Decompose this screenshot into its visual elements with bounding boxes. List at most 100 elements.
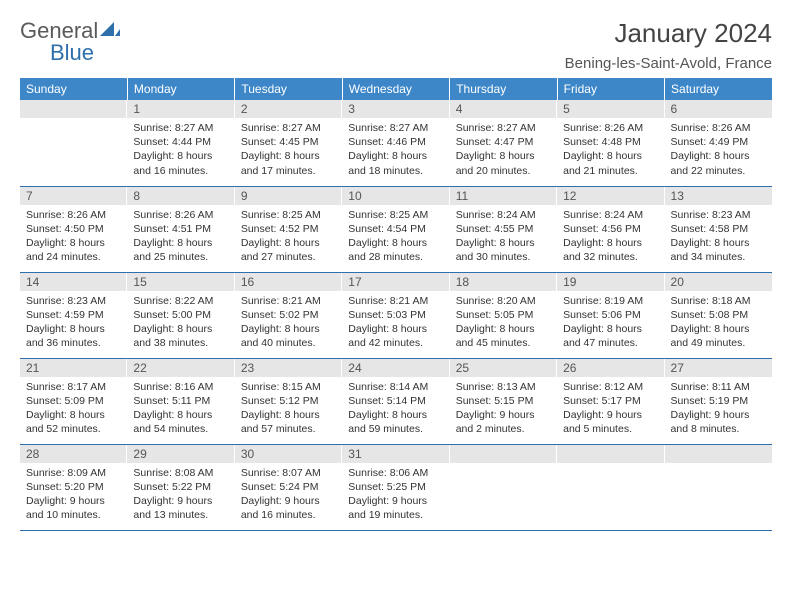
daylight-text: Daylight: 8 hours and 57 minutes. (241, 408, 336, 436)
sunrise-text: Sunrise: 8:26 AM (133, 208, 228, 222)
calendar-day-cell: 12Sunrise: 8:24 AMSunset: 4:56 PMDayligh… (557, 186, 664, 272)
daylight-text: Daylight: 8 hours and 40 minutes. (241, 322, 336, 350)
sunrise-text: Sunrise: 8:07 AM (241, 466, 336, 480)
sunset-text: Sunset: 5:24 PM (241, 480, 336, 494)
sunrise-text: Sunrise: 8:09 AM (26, 466, 121, 480)
weekday-header: Monday (127, 78, 234, 100)
calendar-day-cell: 21Sunrise: 8:17 AMSunset: 5:09 PMDayligh… (20, 358, 127, 444)
sunset-text: Sunset: 5:14 PM (348, 394, 443, 408)
sunset-text: Sunset: 5:19 PM (671, 394, 766, 408)
daylight-text: Daylight: 8 hours and 20 minutes. (456, 149, 551, 177)
sunset-text: Sunset: 5:03 PM (348, 308, 443, 322)
day-details: Sunrise: 8:25 AMSunset: 4:54 PMDaylight:… (342, 205, 449, 269)
day-details: Sunrise: 8:26 AMSunset: 4:48 PMDaylight:… (557, 118, 664, 182)
day-details: Sunrise: 8:19 AMSunset: 5:06 PMDaylight:… (557, 291, 664, 355)
day-details: Sunrise: 8:26 AMSunset: 4:49 PMDaylight:… (665, 118, 772, 182)
day-number: 2 (235, 100, 342, 118)
day-number: 11 (450, 187, 557, 205)
calendar-day-cell: 9Sunrise: 8:25 AMSunset: 4:52 PMDaylight… (235, 186, 342, 272)
day-details: Sunrise: 8:06 AMSunset: 5:25 PMDaylight:… (342, 463, 449, 527)
day-number: 31 (342, 445, 449, 463)
day-details: Sunrise: 8:18 AMSunset: 5:08 PMDaylight:… (665, 291, 772, 355)
calendar-day-cell (665, 444, 772, 530)
day-number: 13 (665, 187, 772, 205)
sunset-text: Sunset: 5:17 PM (563, 394, 658, 408)
calendar-day-cell: 5Sunrise: 8:26 AMSunset: 4:48 PMDaylight… (557, 100, 664, 186)
calendar-week-row: 28Sunrise: 8:09 AMSunset: 5:20 PMDayligh… (20, 444, 772, 530)
sunset-text: Sunset: 4:49 PM (671, 135, 766, 149)
sunset-text: Sunset: 5:08 PM (671, 308, 766, 322)
sunset-text: Sunset: 4:58 PM (671, 222, 766, 236)
sunset-text: Sunset: 4:59 PM (26, 308, 121, 322)
sunset-text: Sunset: 4:51 PM (133, 222, 228, 236)
calendar-day-cell: 6Sunrise: 8:26 AMSunset: 4:49 PMDaylight… (665, 100, 772, 186)
daylight-text: Daylight: 8 hours and 47 minutes. (563, 322, 658, 350)
day-number: 16 (235, 273, 342, 291)
sunset-text: Sunset: 4:56 PM (563, 222, 658, 236)
calendar-day-cell: 18Sunrise: 8:20 AMSunset: 5:05 PMDayligh… (450, 272, 557, 358)
calendar-day-cell: 17Sunrise: 8:21 AMSunset: 5:03 PMDayligh… (342, 272, 449, 358)
daylight-text: Daylight: 9 hours and 5 minutes. (563, 408, 658, 436)
sunset-text: Sunset: 5:02 PM (241, 308, 336, 322)
day-details: Sunrise: 8:26 AMSunset: 4:51 PMDaylight:… (127, 205, 234, 269)
daylight-text: Daylight: 8 hours and 59 minutes. (348, 408, 443, 436)
day-number: 14 (20, 273, 127, 291)
sunrise-text: Sunrise: 8:25 AM (241, 208, 336, 222)
calendar-day-cell: 31Sunrise: 8:06 AMSunset: 5:25 PMDayligh… (342, 444, 449, 530)
day-details: Sunrise: 8:07 AMSunset: 5:24 PMDaylight:… (235, 463, 342, 527)
sunrise-text: Sunrise: 8:24 AM (456, 208, 551, 222)
calendar-day-cell: 4Sunrise: 8:27 AMSunset: 4:47 PMDaylight… (450, 100, 557, 186)
sunrise-text: Sunrise: 8:26 AM (671, 121, 766, 135)
sunrise-text: Sunrise: 8:21 AM (241, 294, 336, 308)
sunrise-text: Sunrise: 8:16 AM (133, 380, 228, 394)
calendar-day-cell: 14Sunrise: 8:23 AMSunset: 4:59 PMDayligh… (20, 272, 127, 358)
sunrise-text: Sunrise: 8:19 AM (563, 294, 658, 308)
sunset-text: Sunset: 4:50 PM (26, 222, 121, 236)
day-details: Sunrise: 8:21 AMSunset: 5:02 PMDaylight:… (235, 291, 342, 355)
sunrise-text: Sunrise: 8:23 AM (671, 208, 766, 222)
calendar-week-row: 1Sunrise: 8:27 AMSunset: 4:44 PMDaylight… (20, 100, 772, 186)
day-details: Sunrise: 8:22 AMSunset: 5:00 PMDaylight:… (127, 291, 234, 355)
day-number: 21 (20, 359, 127, 377)
daylight-text: Daylight: 8 hours and 42 minutes. (348, 322, 443, 350)
daylight-text: Daylight: 8 hours and 54 minutes. (133, 408, 228, 436)
calendar-table: SundayMondayTuesdayWednesdayThursdayFrid… (20, 78, 772, 531)
sunrise-text: Sunrise: 8:08 AM (133, 466, 228, 480)
sunset-text: Sunset: 4:48 PM (563, 135, 658, 149)
calendar-day-cell: 30Sunrise: 8:07 AMSunset: 5:24 PMDayligh… (235, 444, 342, 530)
day-details: Sunrise: 8:24 AMSunset: 4:56 PMDaylight:… (557, 205, 664, 269)
day-number: 7 (20, 187, 127, 205)
day-details: Sunrise: 8:11 AMSunset: 5:19 PMDaylight:… (665, 377, 772, 441)
day-details: Sunrise: 8:15 AMSunset: 5:12 PMDaylight:… (235, 377, 342, 441)
day-number: 10 (342, 187, 449, 205)
sunrise-text: Sunrise: 8:06 AM (348, 466, 443, 480)
sunrise-text: Sunrise: 8:17 AM (26, 380, 121, 394)
day-details: Sunrise: 8:20 AMSunset: 5:05 PMDaylight:… (450, 291, 557, 355)
day-number: 8 (127, 187, 234, 205)
sunrise-text: Sunrise: 8:18 AM (671, 294, 766, 308)
location-label: Bening-les-Saint-Avold, France (565, 55, 772, 72)
month-title: January 2024 (565, 18, 772, 49)
daylight-text: Daylight: 8 hours and 25 minutes. (133, 236, 228, 264)
day-number: 19 (557, 273, 664, 291)
calendar-day-cell: 7Sunrise: 8:26 AMSunset: 4:50 PMDaylight… (20, 186, 127, 272)
sunrise-text: Sunrise: 8:25 AM (348, 208, 443, 222)
day-details: Sunrise: 8:24 AMSunset: 4:55 PMDaylight:… (450, 205, 557, 269)
calendar-day-cell: 29Sunrise: 8:08 AMSunset: 5:22 PMDayligh… (127, 444, 234, 530)
calendar-day-cell (557, 444, 664, 530)
day-number (557, 445, 664, 463)
day-number: 6 (665, 100, 772, 118)
sunset-text: Sunset: 5:05 PM (456, 308, 551, 322)
sunset-text: Sunset: 5:25 PM (348, 480, 443, 494)
day-details: Sunrise: 8:08 AMSunset: 5:22 PMDaylight:… (127, 463, 234, 527)
daylight-text: Daylight: 8 hours and 49 minutes. (671, 322, 766, 350)
weekday-header: Friday (557, 78, 664, 100)
day-number: 26 (557, 359, 664, 377)
sunset-text: Sunset: 5:00 PM (133, 308, 228, 322)
day-number: 12 (557, 187, 664, 205)
sunset-text: Sunset: 5:22 PM (133, 480, 228, 494)
day-number: 29 (127, 445, 234, 463)
calendar-day-cell: 27Sunrise: 8:11 AMSunset: 5:19 PMDayligh… (665, 358, 772, 444)
day-details: Sunrise: 8:27 AMSunset: 4:46 PMDaylight:… (342, 118, 449, 182)
sunset-text: Sunset: 5:11 PM (133, 394, 228, 408)
